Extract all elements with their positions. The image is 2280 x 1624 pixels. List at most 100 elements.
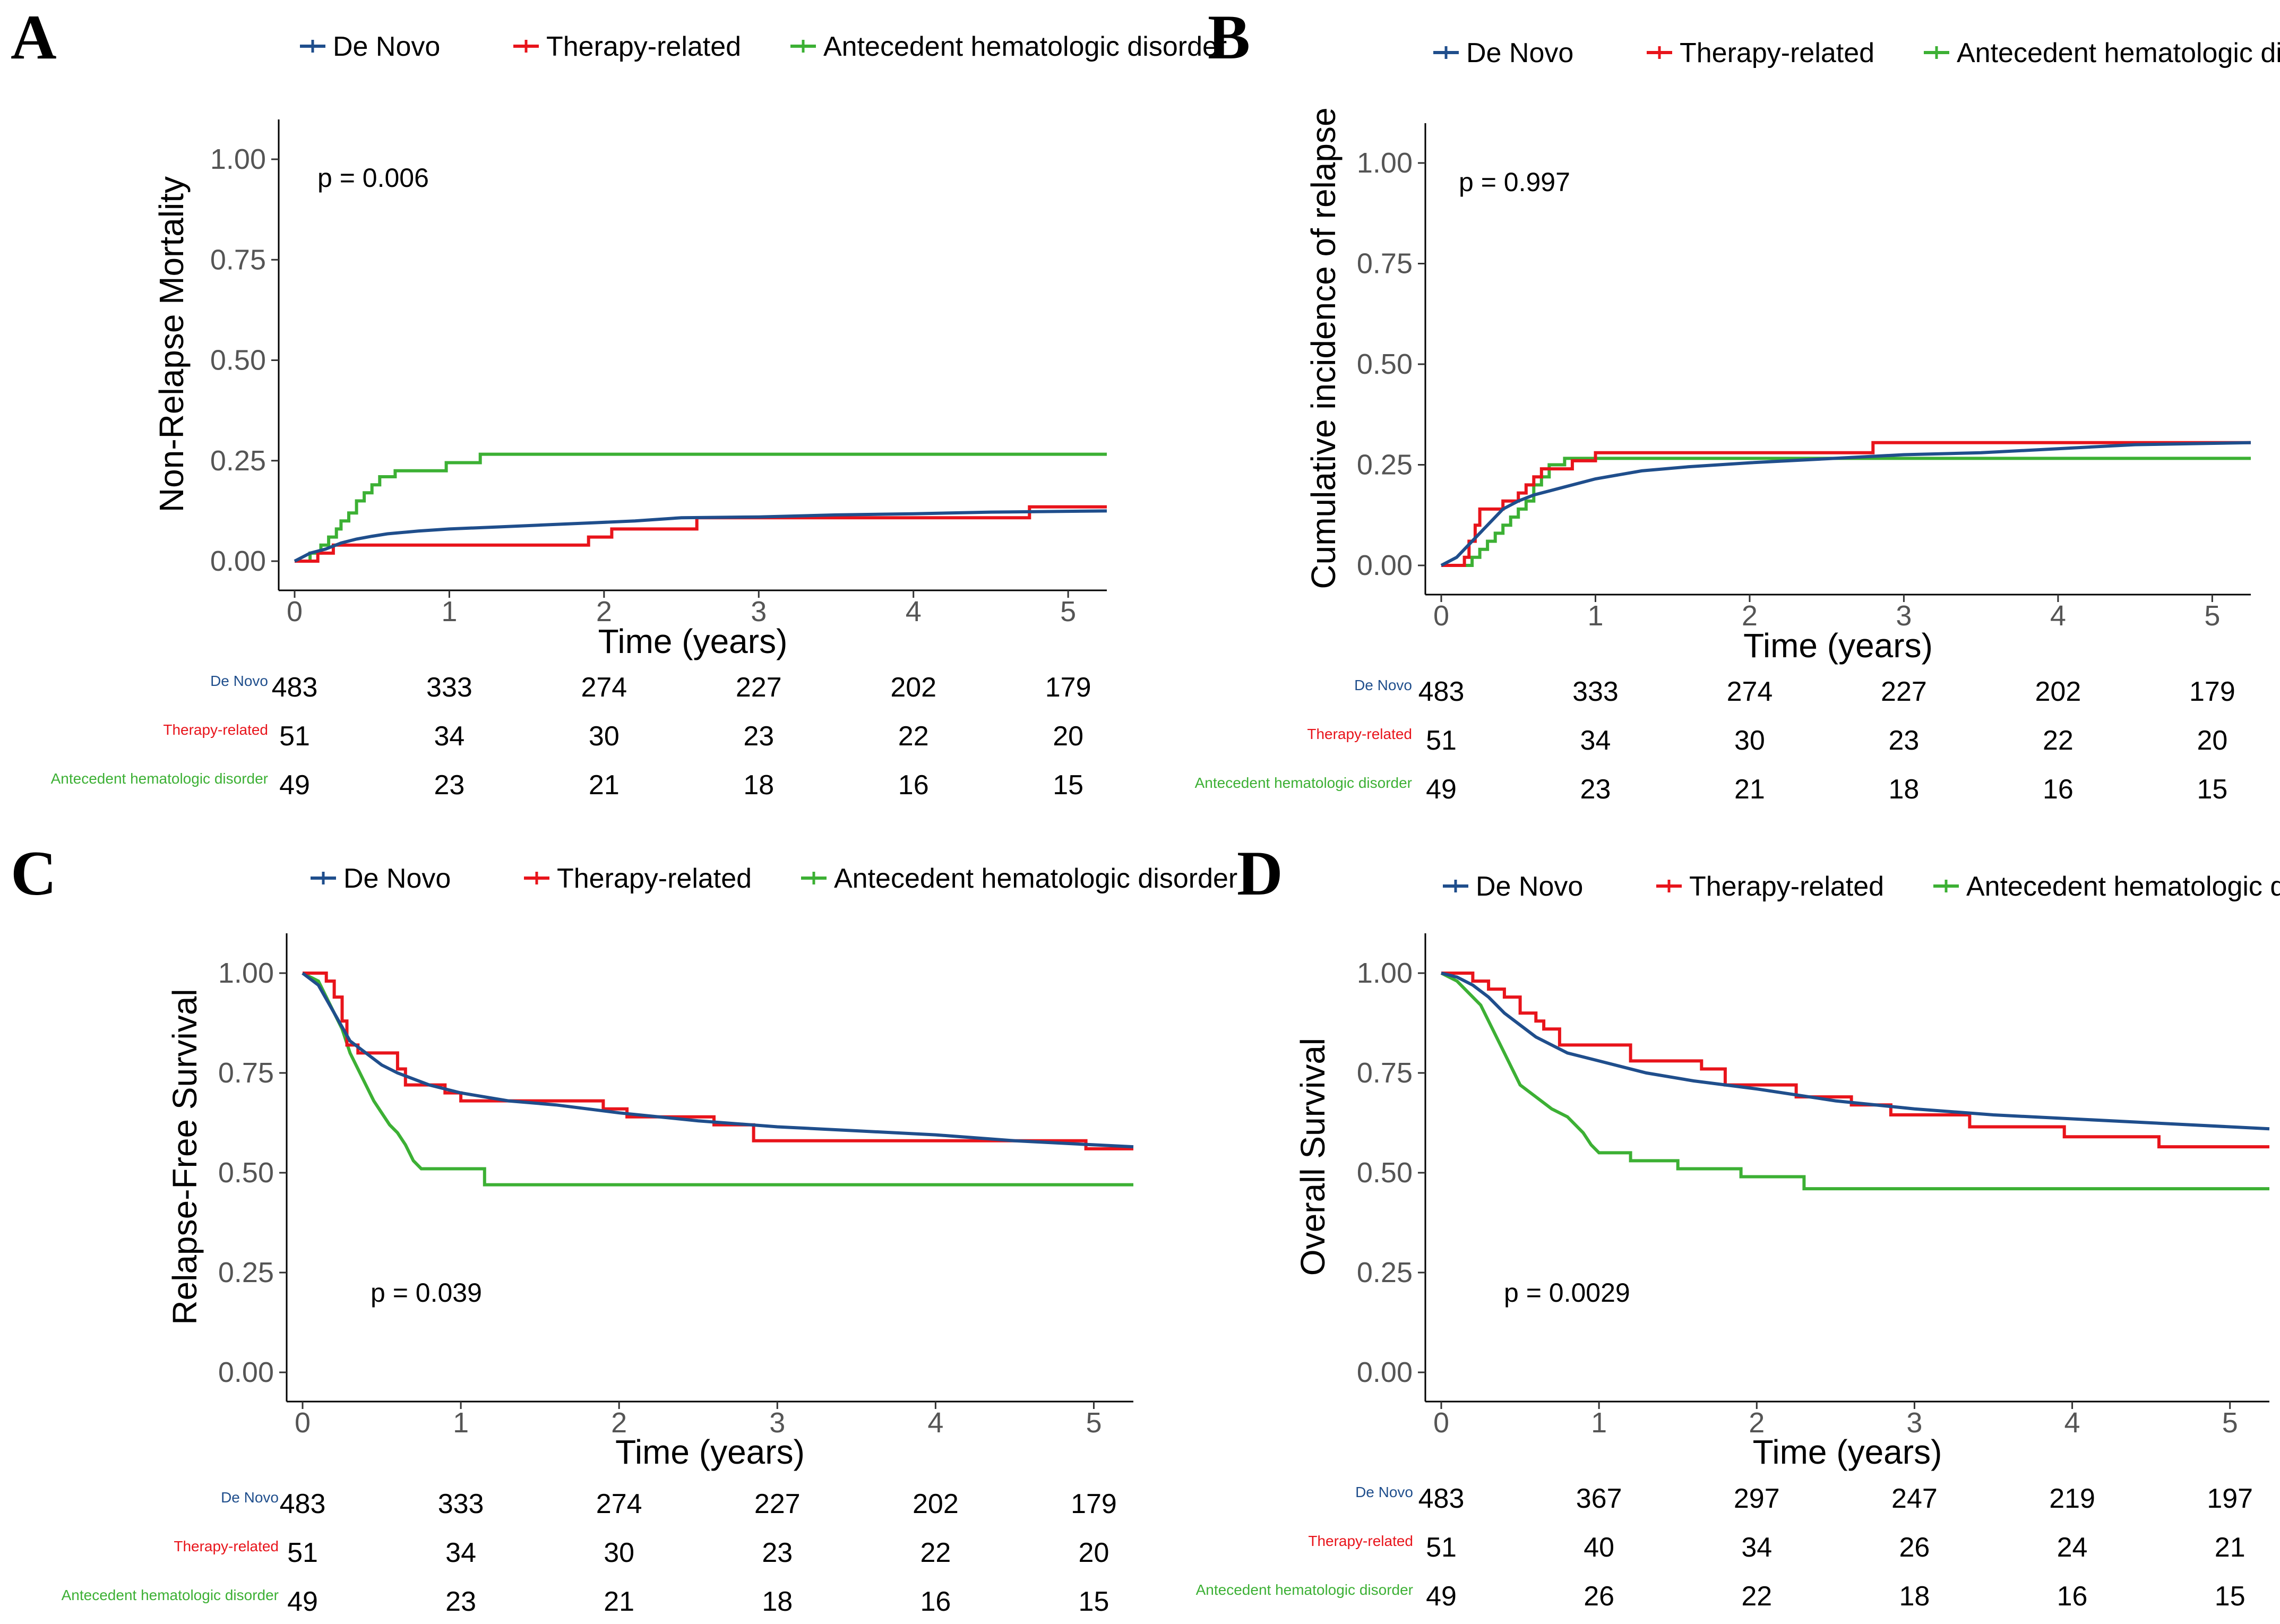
risk-count: 16 bbox=[898, 770, 929, 801]
risk-count: 51 bbox=[1426, 725, 1457, 756]
risk-count: 22 bbox=[920, 1537, 951, 1568]
risk-count: 483 bbox=[280, 1489, 326, 1519]
x-tick-label: 3 bbox=[1896, 600, 1912, 632]
risk-count: 23 bbox=[762, 1537, 793, 1568]
y-tick-label: 1.00 bbox=[210, 143, 266, 175]
risk-count: 15 bbox=[2197, 774, 2227, 805]
series-line-therapy bbox=[1441, 441, 2251, 567]
risk-row-label: De Novo bbox=[210, 673, 268, 689]
series-line-antecedent bbox=[295, 452, 1107, 563]
y-tick-label: 1.00 bbox=[218, 957, 274, 989]
series-line-de_novo bbox=[294, 509, 1107, 563]
risk-count: 22 bbox=[898, 721, 929, 752]
risk-row-label: Antecedent hematologic disorder bbox=[1196, 1582, 1413, 1598]
risk-count: 30 bbox=[589, 721, 620, 752]
y-tick-label: 0.25 bbox=[1357, 449, 1413, 481]
risk-count: 16 bbox=[2043, 774, 2073, 805]
risk-count: 202 bbox=[2035, 676, 2081, 707]
y-tick-label: 0.00 bbox=[218, 1356, 274, 1388]
risk-count: 274 bbox=[1727, 676, 1773, 707]
x-tick-label: 5 bbox=[1060, 596, 1076, 628]
risk-count: 179 bbox=[1045, 672, 1091, 703]
risk-count: 202 bbox=[890, 672, 936, 703]
y-axis-label: Non-Relapse Mortality bbox=[152, 176, 191, 512]
risk-count: 34 bbox=[1580, 725, 1611, 756]
legend: De Novo Therapy-related Antecedent hematol… bbox=[311, 863, 1237, 894]
series-line-antecedent bbox=[1441, 457, 2251, 567]
risk-count: 51 bbox=[1426, 1532, 1457, 1563]
risk-count: 30 bbox=[604, 1537, 634, 1568]
p-value-annotation: p = 0.039 bbox=[371, 1278, 482, 1308]
x-tick-label: 4 bbox=[2050, 600, 2066, 632]
risk-count: 30 bbox=[1734, 725, 1765, 756]
risk-count: 247 bbox=[1891, 1483, 1938, 1514]
series-line-therapy bbox=[295, 505, 1107, 563]
series-line-antecedent bbox=[302, 972, 1133, 1187]
x-tick-label: 0 bbox=[1433, 1407, 1449, 1439]
x-tick-label: 2 bbox=[1742, 600, 1758, 632]
x-tick-label: 3 bbox=[751, 596, 767, 628]
x-tick-label: 2 bbox=[611, 1407, 627, 1439]
risk-count: 227 bbox=[754, 1489, 801, 1519]
legend-entry: De Novo bbox=[333, 31, 440, 62]
risk-table: De Novo 483 333 274 227 202 179Therapy-related… bbox=[51, 672, 1091, 801]
legend-entry: Antecedent hematologic disorder bbox=[1966, 871, 2280, 902]
risk-count: 18 bbox=[1899, 1581, 1930, 1612]
risk-count: 367 bbox=[1576, 1483, 1622, 1514]
y-tick-label: 1.00 bbox=[1357, 147, 1413, 179]
p-value-annotation: p = 0.006 bbox=[317, 163, 429, 193]
x-tick-label: 4 bbox=[927, 1407, 943, 1439]
risk-count: 483 bbox=[272, 672, 318, 703]
risk-count: 21 bbox=[604, 1586, 634, 1617]
risk-count: 23 bbox=[434, 770, 465, 801]
risk-count: 51 bbox=[287, 1537, 318, 1568]
legend-entry: Antecedent hematologic disorder bbox=[823, 31, 1227, 62]
x-tick-label: 1 bbox=[441, 596, 457, 628]
legend-entry: De Novo bbox=[1476, 871, 1583, 902]
y-axis-label: Cumulative incidence of relapse bbox=[1304, 107, 1343, 589]
risk-count: 49 bbox=[1426, 1581, 1457, 1612]
risk-count: 34 bbox=[1741, 1532, 1772, 1563]
series-line-therapy bbox=[1441, 972, 2269, 1149]
risk-count: 202 bbox=[913, 1489, 959, 1519]
risk-row-label: Therapy-related bbox=[1308, 1533, 1413, 1549]
x-tick-label: 4 bbox=[2064, 1407, 2080, 1439]
panel-a: A De Novo Therapy-related Antecedent hemato… bbox=[11, 2, 1227, 801]
series-line-de_novo bbox=[302, 972, 1134, 1149]
risk-row-label: De Novo bbox=[221, 1489, 279, 1506]
risk-row-label: Antecedent hematologic disorder bbox=[1195, 775, 1412, 791]
y-tick-label: 0.75 bbox=[1357, 1057, 1413, 1089]
panel-b: B De Novo Therapy-related Antecedent hemato… bbox=[1195, 2, 2280, 805]
risk-count: 179 bbox=[2189, 676, 2235, 707]
risk-count: 26 bbox=[1899, 1532, 1930, 1563]
risk-count: 333 bbox=[1572, 676, 1619, 707]
risk-count: 49 bbox=[1426, 774, 1457, 805]
risk-count: 26 bbox=[1584, 1581, 1614, 1612]
risk-table: De Novo 483 333 274 227 202 179Therapy-related… bbox=[1195, 676, 2235, 805]
risk-count: 297 bbox=[1734, 1483, 1780, 1514]
risk-count: 333 bbox=[438, 1489, 484, 1519]
risk-count: 15 bbox=[1053, 770, 1083, 801]
y-tick-label: 1.00 bbox=[1357, 957, 1413, 989]
risk-row-label: Therapy-related bbox=[163, 721, 268, 738]
panel-d: D De Novo Therapy-related Antecedent hemato… bbox=[1196, 838, 2280, 1612]
risk-count: 227 bbox=[736, 672, 782, 703]
risk-count: 16 bbox=[920, 1586, 951, 1617]
risk-count: 34 bbox=[445, 1537, 476, 1568]
x-tick-label: 5 bbox=[2222, 1407, 2238, 1439]
x-tick-label: 0 bbox=[287, 596, 303, 628]
legend: De Novo Therapy-related Antecedent hematol… bbox=[1433, 38, 2280, 68]
risk-count: 18 bbox=[743, 770, 774, 801]
legend-entry: Therapy-related bbox=[1680, 38, 1874, 68]
y-tick-label: 0.00 bbox=[1357, 549, 1413, 581]
y-tick-label: 0.75 bbox=[218, 1057, 274, 1089]
x-tick-label: 2 bbox=[596, 596, 612, 628]
panel-letter: B bbox=[1208, 2, 1250, 72]
y-tick-label: 0.25 bbox=[210, 445, 266, 477]
x-tick-label: 0 bbox=[1433, 600, 1449, 632]
legend-entry: Antecedent hematologic disorder bbox=[834, 863, 1237, 894]
legend: De Novo Therapy-related Antecedent hematol… bbox=[1443, 871, 2280, 902]
risk-row-label: Therapy-related bbox=[1307, 726, 1412, 742]
risk-count: 23 bbox=[1889, 725, 1920, 756]
x-tick-label: 3 bbox=[1906, 1407, 1922, 1439]
